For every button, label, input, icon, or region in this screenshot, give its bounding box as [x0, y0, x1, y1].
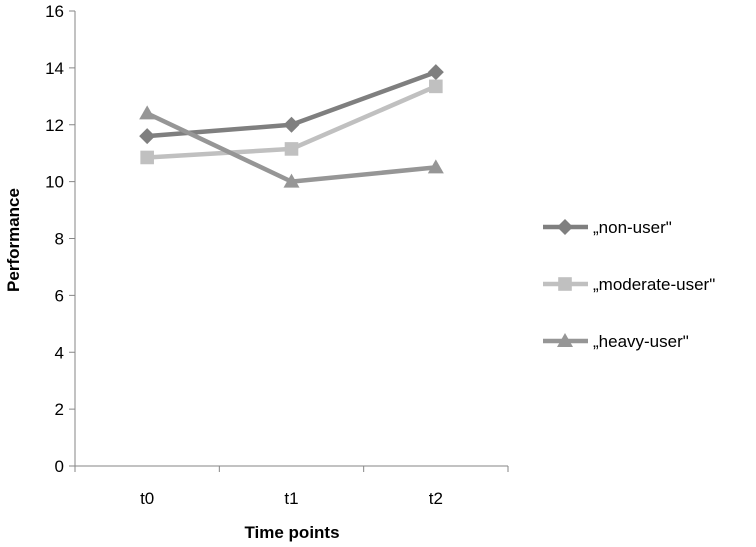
data-point-marker — [429, 79, 443, 94]
plot-area — [139, 64, 444, 188]
y-axis-title: Performance — [4, 188, 23, 292]
legend-marker — [558, 277, 572, 291]
data-point-marker — [139, 128, 156, 145]
x-tick-label: t0 — [140, 489, 154, 508]
y-tick-label: 10 — [45, 173, 64, 192]
y-tick-label: 2 — [55, 400, 64, 419]
data-point-marker — [139, 105, 156, 120]
x-axis-title: Time points — [244, 523, 339, 542]
legend-marker — [557, 219, 573, 235]
axes: Time points Performance 0 2 4 6 8 10 12 14 16 t0 t… — [4, 2, 509, 542]
legend-marker — [557, 333, 573, 347]
y-tick-label: 0 — [55, 457, 64, 476]
data-point-marker — [283, 116, 300, 133]
y-tick-label: 12 — [45, 116, 64, 135]
legend-label: „non-user" — [593, 218, 672, 237]
y-tick-label: 14 — [45, 59, 64, 78]
y-tick-label: 16 — [45, 2, 64, 21]
legend-label: „moderate-user" — [593, 275, 715, 294]
y-tick-label: 4 — [55, 343, 64, 362]
legend-label: „heavy-user" — [593, 332, 689, 351]
legend: „non-user" „moderate-user" „heavy-user" — [543, 218, 715, 351]
y-tick-label: 6 — [55, 286, 64, 305]
x-tick-label: t2 — [429, 489, 443, 508]
y-tick-label: 8 — [55, 230, 64, 249]
data-point-marker — [140, 150, 154, 165]
data-point-marker — [283, 173, 300, 188]
x-tick-label: t1 — [284, 489, 298, 508]
data-point-marker — [284, 142, 299, 156]
data-point-marker — [427, 64, 444, 81]
data-point-marker — [427, 159, 444, 174]
